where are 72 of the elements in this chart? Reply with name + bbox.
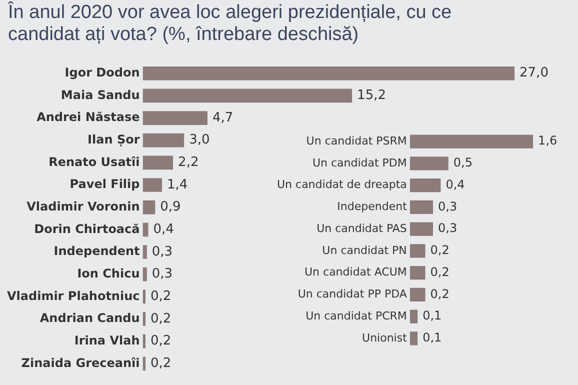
bar <box>142 356 146 371</box>
bar <box>410 178 441 192</box>
y-tick-label: Un candidat PP PDA <box>298 288 408 301</box>
data-label: 0,2 <box>150 289 172 304</box>
y-tick-label: Un candidat PN <box>322 244 407 257</box>
data-label: 27,0 <box>520 66 548 81</box>
bar <box>142 133 184 148</box>
data-label: 1,4 <box>167 177 188 192</box>
bar <box>142 178 162 192</box>
data-label: 1,6 <box>538 134 558 148</box>
bar <box>142 66 515 80</box>
y-tick-label: Un candidat de dreapta <box>277 178 407 192</box>
data-label: 0,3 <box>152 244 173 260</box>
bar <box>142 111 208 125</box>
bar <box>142 88 352 103</box>
data-label: 2,2 <box>178 155 199 170</box>
data-label: 0,3 <box>438 221 458 236</box>
bar <box>410 134 534 148</box>
data-label: 0,3 <box>152 266 173 282</box>
y-tick-label: Unionist <box>362 331 408 344</box>
bar <box>410 244 426 258</box>
data-label: 0,1 <box>422 330 442 345</box>
bar <box>410 310 418 324</box>
y-tick-label: Un candidat PSRM <box>306 134 407 148</box>
y-tick-label: Independent <box>54 244 140 258</box>
data-label: 0,4 <box>446 177 465 192</box>
y-tick-label: Un candidat ACUM <box>304 266 407 279</box>
bar <box>410 222 433 236</box>
y-tick-label: Un candidat PCRM <box>306 309 407 322</box>
y-tick-label: Ilan Șor <box>88 132 140 146</box>
y-tick-label: Zinaida Greceanîi <box>21 356 140 370</box>
data-label: 0,9 <box>160 200 181 215</box>
data-label: 0,2 <box>150 356 172 372</box>
bar <box>142 156 174 170</box>
bar <box>142 200 156 214</box>
bar <box>410 200 433 214</box>
y-tick-label: Dorin Chirtoacă <box>34 222 140 236</box>
bar <box>142 312 146 326</box>
data-label: 0,1 <box>422 308 442 323</box>
y-tick-label: Un candidat PAS <box>316 222 407 235</box>
bar <box>142 222 148 237</box>
y-tick-label: Un candidat PDM <box>312 156 407 170</box>
data-label: 4,7 <box>212 110 234 126</box>
y-tick-label: Independent <box>337 200 408 214</box>
y-tick-label: Ion Chicu <box>77 266 140 280</box>
bar <box>410 332 418 346</box>
y-tick-label: Irina Vlah <box>74 333 140 348</box>
bar <box>142 267 147 282</box>
data-label: 15,2 <box>357 88 386 104</box>
data-label: 0,5 <box>453 156 472 170</box>
y-tick-label: Renato Usatîi <box>48 154 140 169</box>
y-tick-label: Pavel Filip <box>70 177 140 192</box>
bar <box>142 245 147 259</box>
chart-title: În anul 2020 vor avea loc alegeri prezidențiale, cu ce candidat ați vota? (%, întrebare deschisă) <box>8 2 453 46</box>
data-label: 0,2 <box>430 286 450 301</box>
bar <box>410 156 448 170</box>
bar <box>410 266 426 280</box>
bar <box>142 290 146 304</box>
y-tick-label: Andrian Candu <box>40 311 140 326</box>
data-label: 3,0 <box>189 132 210 148</box>
y-tick-label: Vladimir Plahotniuc <box>6 288 140 303</box>
data-label: 0,2 <box>150 334 172 349</box>
data-label: 0,2 <box>430 243 450 258</box>
data-label: 0,3 <box>438 199 458 214</box>
bar <box>410 288 426 302</box>
y-tick-label: Vladimir Voronin <box>26 199 140 214</box>
y-tick-label: Igor Dodon <box>64 65 140 80</box>
y-tick-label: Maia Sandu <box>60 88 140 102</box>
y-tick-label: Andrei Năstase <box>36 110 140 124</box>
data-label: 0,4 <box>153 222 174 238</box>
data-label: 0,2 <box>430 264 450 279</box>
data-label: 0,2 <box>150 311 172 326</box>
